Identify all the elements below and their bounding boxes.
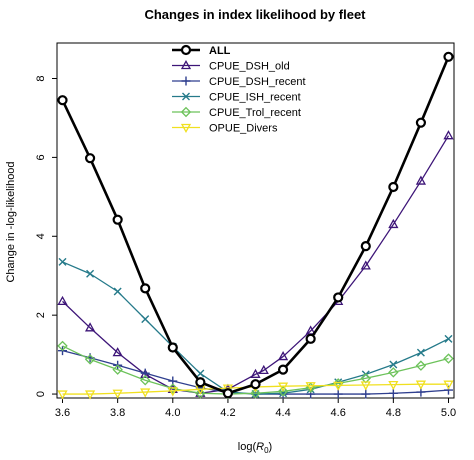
y-tick-label: 0 — [35, 391, 47, 397]
data-point — [222, 388, 234, 399]
legend-label: CPUE_DSH_old — [209, 61, 290, 73]
data-point — [58, 257, 67, 266]
legend-marker — [180, 44, 192, 56]
data-point — [140, 283, 151, 294]
legend-marker — [182, 92, 190, 101]
x-tick-label: 4.8 — [386, 407, 401, 419]
legend-label: ALL — [209, 45, 231, 57]
data-point — [415, 360, 427, 371]
data-point — [360, 260, 371, 270]
data-point — [388, 388, 398, 398]
data-point — [57, 340, 68, 352]
data-point — [277, 382, 289, 392]
data-point — [333, 389, 343, 399]
x-tick-label: 5.0 — [441, 407, 456, 419]
data-point — [360, 381, 371, 391]
legend-marker — [180, 123, 192, 134]
data-point — [361, 389, 371, 399]
data-point — [360, 241, 371, 252]
data-point — [167, 383, 179, 394]
x-tick-label: 4.2 — [220, 407, 235, 419]
data-point — [112, 214, 123, 225]
data-point — [443, 130, 454, 140]
y-tick-label: 2 — [35, 312, 47, 318]
data-point — [250, 379, 261, 390]
data-point — [84, 322, 96, 332]
data-point — [195, 377, 206, 388]
data-point — [258, 364, 269, 375]
data-point — [443, 353, 454, 364]
data-point — [250, 388, 261, 399]
data-point — [112, 347, 123, 357]
data-point — [167, 342, 178, 353]
data-point — [443, 385, 453, 395]
data-point — [416, 348, 425, 357]
x-axis-label: log(R0) — [238, 441, 272, 455]
data-point — [443, 380, 454, 390]
legend: ALL CPUE_DSH_old CPUE_DSH_recent CPUE_ISH_r… — [172, 44, 306, 135]
data-point — [443, 51, 454, 62]
data-point — [57, 390, 68, 400]
x-tick-label: 4.6 — [331, 407, 346, 419]
data-point — [84, 354, 96, 365]
x-axis-label-var: R — [256, 441, 264, 453]
data-point — [84, 390, 96, 400]
data-point — [277, 351, 289, 361]
data-point — [112, 389, 123, 399]
data-point — [333, 292, 344, 303]
data-point — [444, 334, 453, 343]
data-point — [277, 364, 289, 375]
data-point — [305, 382, 316, 392]
data-point — [388, 380, 399, 391]
x-axis-label-main: log( — [238, 441, 257, 453]
x-tick-label: 4.4 — [275, 407, 290, 419]
x-tick-label: 3.6 — [55, 407, 70, 419]
legend-marker — [180, 59, 192, 70]
data-point — [388, 181, 399, 193]
legend-label: OPUE_Divers — [209, 123, 278, 135]
data-point — [388, 367, 399, 378]
legend-label: CPUE_ISH_recent — [209, 92, 301, 104]
data-point — [86, 269, 95, 278]
x-axis-label-close: ) — [269, 441, 273, 453]
data-point — [84, 153, 96, 164]
series-line-cpue-trol-recent — [62, 345, 449, 395]
data-point — [333, 381, 344, 391]
data-point — [140, 375, 151, 386]
data-point — [196, 369, 205, 378]
data-point — [415, 175, 427, 185]
y-tick-label: 6 — [35, 154, 47, 160]
x-tick-label: 3.8 — [110, 407, 125, 419]
y-tick-label: 4 — [35, 233, 47, 239]
data-point — [415, 117, 427, 128]
data-point — [167, 387, 178, 397]
data-point — [305, 333, 316, 344]
data-point — [415, 380, 427, 390]
data-point — [389, 360, 398, 369]
data-point — [388, 218, 399, 229]
legend-label: CPUE_Trol_recent — [209, 107, 301, 119]
data-point — [277, 386, 289, 397]
data-point — [57, 95, 68, 106]
y-tick-label: 8 — [35, 75, 47, 81]
data-point — [57, 295, 68, 306]
data-point — [140, 388, 151, 398]
legend-marker — [180, 106, 192, 118]
plot-area: 3.6 3.8 4.0 4.2 4.4 4.6 4.8 5.0 0 2 4 6 8 — [35, 42, 456, 419]
x-tick-label: 4.0 — [165, 407, 180, 419]
legend-marker — [181, 76, 191, 86]
y-axis-label: Change in -log-likelihood — [5, 161, 17, 282]
legend-label: CPUE_DSH_recent — [209, 76, 306, 88]
data-point — [195, 388, 206, 399]
data-point — [141, 315, 150, 324]
data-point — [113, 287, 122, 296]
data-point — [112, 364, 123, 375]
chart-title: Changes in index likelihood by fleet — [144, 7, 366, 22]
data-point — [250, 368, 261, 378]
x-axis-label-sub: 0 — [264, 446, 269, 455]
